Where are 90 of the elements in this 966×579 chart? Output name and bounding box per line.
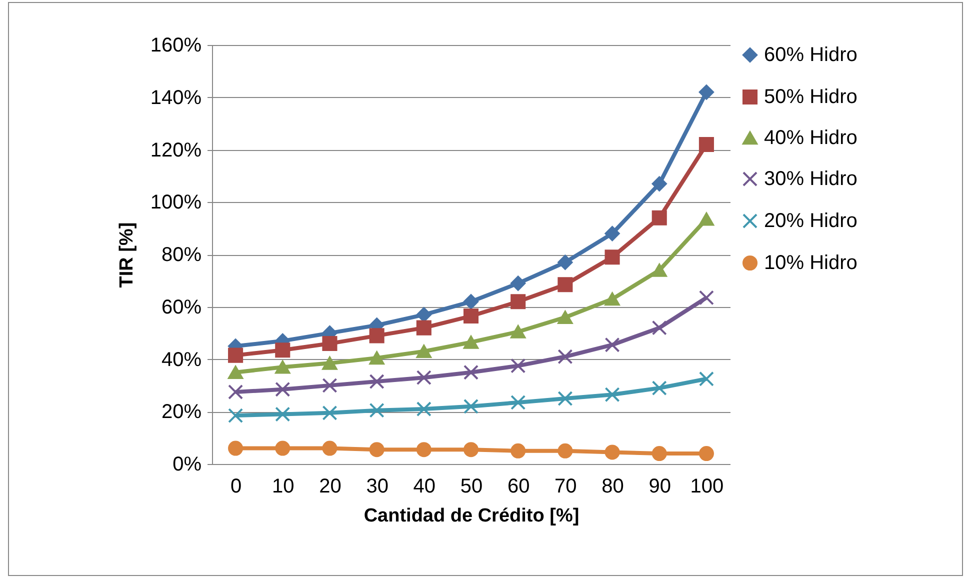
point (698, 136, 714, 152)
point (463, 336, 479, 349)
point (510, 394, 526, 410)
point (510, 276, 526, 291)
point (558, 349, 573, 364)
point (369, 351, 384, 365)
point (322, 440, 338, 456)
x-tick-label: 80 (602, 476, 624, 498)
point (698, 84, 714, 100)
point (604, 292, 620, 306)
point (558, 310, 573, 324)
point (416, 307, 432, 322)
x-tick-label: 100 (690, 476, 724, 498)
point (604, 226, 620, 242)
point (558, 254, 573, 270)
point (698, 290, 714, 306)
x-tick-label: 10 (272, 476, 294, 498)
point (652, 210, 667, 226)
point (558, 391, 573, 406)
point (463, 308, 479, 324)
point (322, 405, 338, 420)
legend-label: 50% Hidro (764, 86, 858, 108)
x-tick-label: 40 (413, 476, 436, 498)
point (652, 264, 667, 277)
point (463, 294, 479, 310)
point (275, 382, 290, 397)
x-tick-label: 20 (319, 476, 342, 498)
point (275, 360, 290, 374)
legend-label: 20% Hidro (764, 210, 858, 232)
point (322, 378, 338, 393)
point (698, 371, 714, 386)
point (369, 328, 384, 344)
point (652, 446, 667, 462)
legend-label: 30% Hidro (764, 168, 858, 190)
point (510, 443, 526, 458)
point (604, 250, 620, 265)
point (604, 387, 620, 402)
legend-label: 10% Hidro (764, 252, 858, 274)
point (510, 325, 526, 338)
legend-label: 60% Hidro (764, 44, 858, 66)
y-tick-label: 120% (150, 139, 202, 162)
y-tick-label: 40% (161, 348, 202, 371)
x-axis-title: Cantidad de Crédito [%] (364, 506, 580, 526)
point (228, 384, 244, 400)
y-tick-label: 140% (150, 86, 202, 109)
point (652, 176, 667, 192)
point (228, 408, 244, 424)
point (652, 380, 667, 396)
point (416, 320, 432, 336)
y-tick-label: 100% (150, 192, 202, 214)
point (275, 406, 290, 422)
point (416, 401, 432, 417)
y-tick-label: 20% (161, 401, 202, 424)
point (463, 364, 479, 380)
point (228, 348, 244, 363)
point (604, 337, 620, 352)
x-tick-label: 60 (507, 476, 530, 498)
point (416, 370, 432, 386)
y-tick-label: 80% (161, 244, 202, 266)
point (510, 358, 526, 374)
y-tick-label: 60% (161, 296, 202, 318)
y-tick-label: 0% (172, 454, 202, 476)
point (369, 374, 384, 390)
point (416, 442, 432, 458)
x-tick-label: 90 (648, 476, 671, 498)
x-tick-label: 50 (460, 476, 483, 498)
x-tick-label: 70 (554, 476, 577, 498)
point (416, 344, 432, 358)
x-tick-label: 0 (230, 476, 242, 498)
x-tick-label: 30 (366, 476, 388, 498)
point (698, 446, 714, 462)
point (558, 277, 573, 292)
point (698, 212, 714, 226)
point (652, 320, 667, 336)
point (228, 366, 244, 379)
y-axis-title: TIR [%] (116, 222, 138, 288)
point (604, 444, 620, 460)
point (322, 336, 338, 352)
point (558, 443, 573, 458)
y-tick-label: 160% (150, 34, 202, 56)
point (275, 342, 290, 358)
point (510, 294, 526, 310)
point (463, 442, 479, 458)
point (228, 440, 244, 456)
point (369, 442, 384, 458)
point (463, 398, 479, 414)
point (322, 356, 338, 370)
legend-label: 40% Hidro (764, 127, 858, 149)
point (369, 402, 384, 418)
point (275, 440, 290, 456)
